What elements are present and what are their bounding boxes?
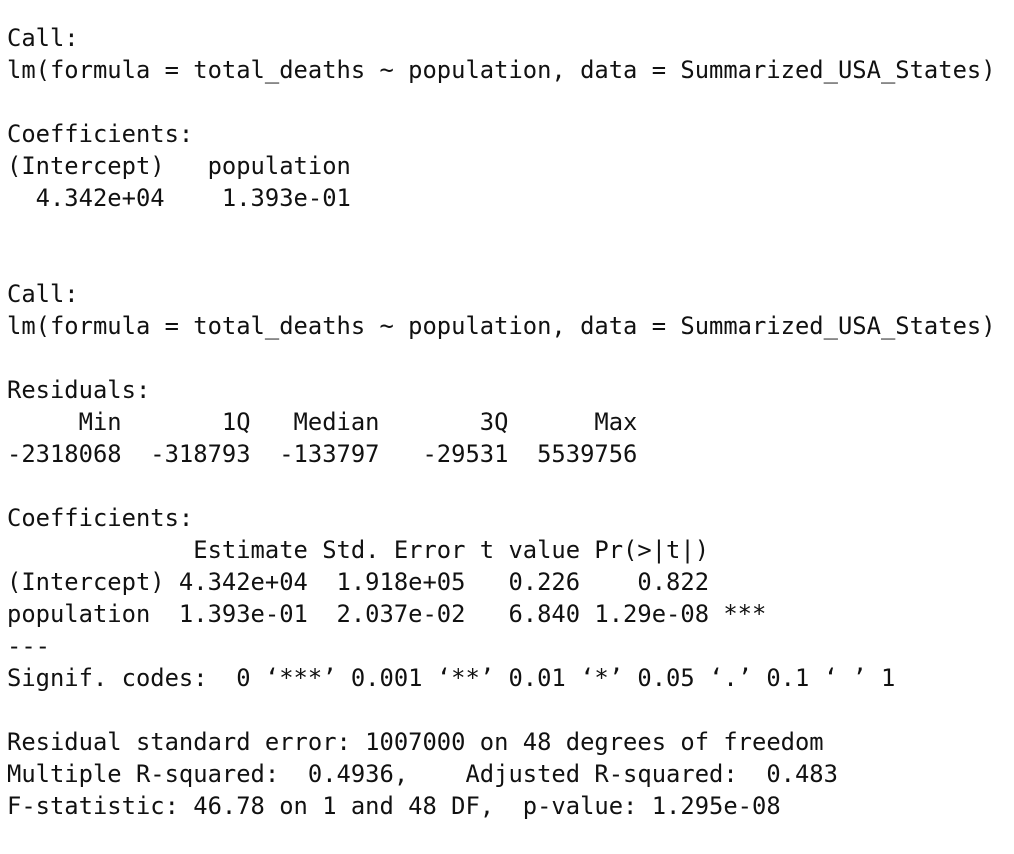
output-line: --- bbox=[7, 632, 50, 660]
output-line: Residuals: bbox=[7, 376, 151, 404]
output-line: lm(formula = total_deaths ~ population, … bbox=[7, 312, 996, 340]
output-line: F-statistic: 46.78 on 1 and 48 DF, p-val… bbox=[7, 792, 781, 820]
output-line: Signif. codes: 0 ‘***’ 0.001 ‘**’ 0.01 ‘… bbox=[7, 664, 896, 692]
output-line: Call: bbox=[7, 24, 79, 52]
output-line: (Intercept) 4.342e+04 1.918e+05 0.226 0.… bbox=[7, 568, 710, 596]
output-line: Residual standard error: 1007000 on 48 d… bbox=[7, 728, 824, 756]
output-line: (Intercept) population bbox=[7, 152, 351, 180]
output-line: Coefficients: bbox=[7, 504, 194, 532]
output-line: 4.342e+04 1.393e-01 bbox=[7, 184, 351, 212]
output-line: Multiple R-squared: 0.4936, Adjusted R-s… bbox=[7, 760, 838, 788]
console-output: Call: lm(formula = total_deaths ~ populat… bbox=[7, 22, 996, 854]
output-block: Coefficients: Estimate Std. Error t valu… bbox=[7, 502, 996, 694]
output-line: population 1.393e-01 2.037e-02 6.840 1.2… bbox=[7, 600, 767, 628]
output-line: Estimate Std. Error t value Pr(>|t|) bbox=[7, 536, 710, 564]
output-block: Residuals: Min 1Q Median 3Q Max -2318068 … bbox=[7, 374, 996, 470]
output-block: Call: lm(formula = total_deaths ~ populat… bbox=[7, 22, 996, 86]
output-line: Min 1Q Median 3Q Max bbox=[7, 408, 638, 436]
output-line: -2318068 -318793 -133797 -29531 5539756 bbox=[7, 440, 638, 468]
output-block: Residual standard error: 1007000 on 48 d… bbox=[7, 726, 996, 822]
output-block: Call: lm(formula = total_deaths ~ populat… bbox=[7, 278, 996, 342]
output-block: Coefficients: (Intercept) population 4.34… bbox=[7, 118, 996, 214]
output-line: Call: bbox=[7, 280, 79, 308]
output-line: Coefficients: bbox=[7, 120, 194, 148]
output-line: lm(formula = total_deaths ~ population, … bbox=[7, 56, 996, 84]
